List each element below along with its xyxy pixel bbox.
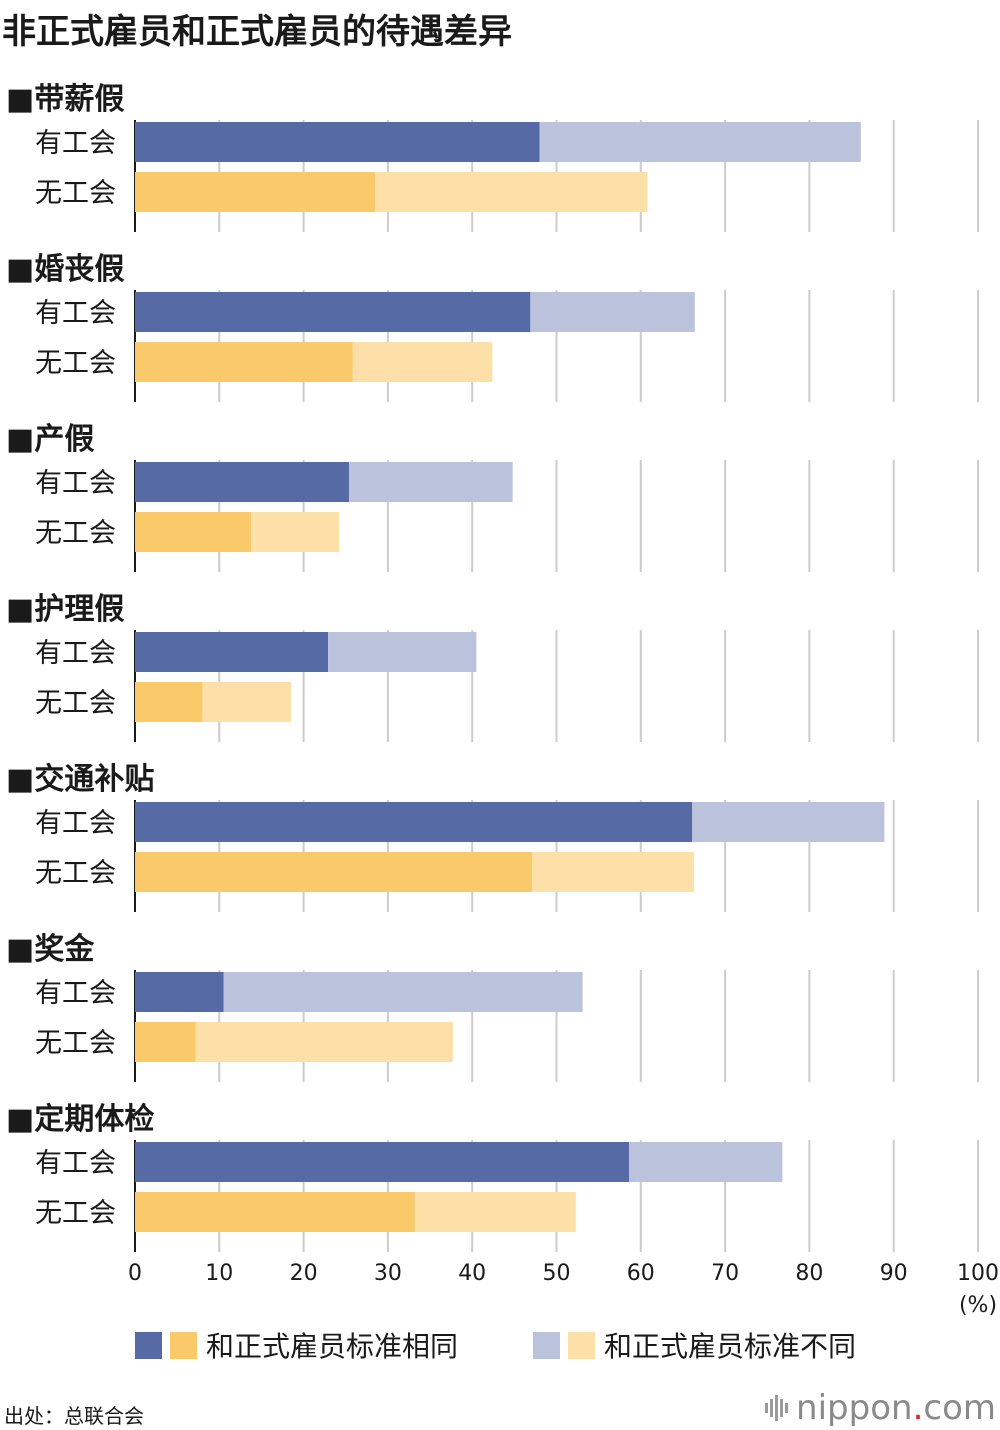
row-label: 无工会 [35,518,116,549]
bar-same [135,172,376,212]
x-tick-label: 60 [627,1261,655,1286]
row-label: 有工会 [35,468,116,499]
bar-diff [692,802,885,842]
row-label: 无工会 [35,1198,116,1229]
x-unit-label: (%) [959,1293,997,1318]
legend-swatch [170,1332,197,1359]
bar-same [135,1192,415,1232]
bar-diff [251,512,340,552]
row-label: 无工会 [35,688,116,719]
row-label: 有工会 [35,1148,116,1179]
group-title: ■护理假 [6,592,124,627]
row-label: 无工会 [35,858,116,889]
group-title: ■奖金 [6,932,95,967]
row-label: 有工会 [35,298,116,329]
logo-text-dot: . [912,1388,924,1428]
x-tick-label: 80 [795,1261,823,1286]
logo-text-post: com [923,1388,996,1428]
group-title: ■产假 [6,422,94,457]
bar-diff [628,1142,783,1182]
legend-label: 和正式雇员标准不同 [604,1330,856,1363]
logo-text-pre: nippon [796,1388,913,1428]
bar-diff [532,852,694,892]
group-title: ■带薪假 [6,82,124,117]
x-tick-label: 40 [458,1261,486,1286]
x-tick-label: 70 [711,1261,739,1286]
bar-diff [195,1022,453,1062]
x-tick-label: 100 [957,1261,999,1286]
bar-same [135,292,531,332]
bar-diff [414,1192,576,1232]
x-tick-label: 10 [205,1261,233,1286]
x-tick-label: 20 [290,1261,318,1286]
bar-diff [223,972,583,1012]
bar-same [135,1022,196,1062]
bar-diff [202,682,291,722]
row-label: 有工会 [35,978,116,1009]
bar-same [135,682,203,722]
bar-same [135,852,533,892]
bar-diff [328,632,477,672]
logo-mark-icon [765,1395,789,1421]
bar-diff [349,462,513,502]
group-title: ■定期体检 [6,1102,154,1137]
bar-diff [375,172,648,212]
bar-same [135,802,693,842]
bar-diff [530,292,695,332]
legend-label: 和正式雇员标准相同 [206,1330,458,1363]
x-tick-label: 50 [543,1261,571,1286]
row-label: 有工会 [35,128,116,159]
legend-swatch [135,1332,162,1359]
source-note: 出处：总联合会 [4,1404,144,1428]
bar-same [135,462,350,502]
bar-diff [352,342,493,382]
row-label: 有工会 [35,808,116,839]
bar-same [135,512,252,552]
stacked-bar-chart: ■带薪假有工会无工会■婚丧假有工会无工会■产假有工会无工会■护理假有工会无工会■… [6,82,999,1363]
group-title: ■婚丧假 [6,252,124,287]
legend-swatch [568,1332,595,1359]
group-title: ■交通补贴 [6,762,154,797]
bar-same [135,342,353,382]
row-label: 有工会 [35,638,116,669]
row-label: 无工会 [35,348,116,379]
x-tick-label: 90 [880,1261,908,1286]
bar-same [135,632,329,672]
legend-swatch [533,1332,560,1359]
nippon-logo: nippon. com [765,1388,996,1428]
bar-same [135,122,540,162]
bar-same [135,972,224,1012]
bar-same [135,1142,629,1182]
x-tick-label: 30 [374,1261,402,1286]
bar-diff [539,122,861,162]
x-tick-label: 0 [128,1261,142,1286]
row-label: 无工会 [35,178,116,209]
chart-title: 非正式雇员和正式雇员的待遇差异 [2,12,512,52]
row-label: 无工会 [35,1028,116,1059]
